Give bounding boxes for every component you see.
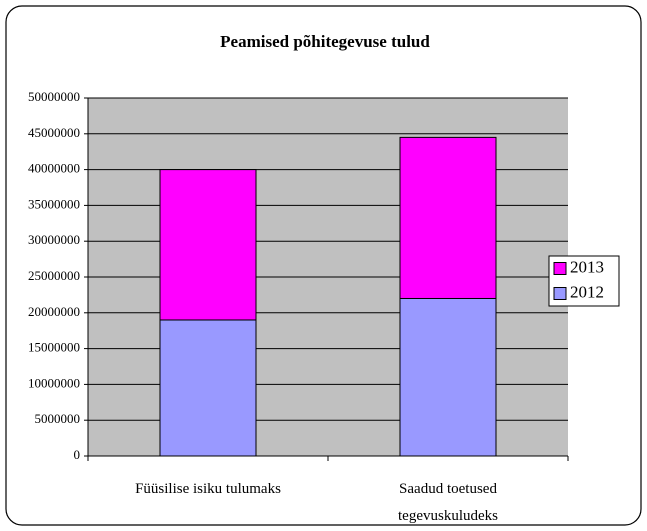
x-tick-label: Füüsilise isiku tulumaks bbox=[135, 481, 281, 497]
y-tick-label: 40000000 bbox=[28, 161, 80, 176]
x-tick-label: Saadud toetused tegevuskuludeks bbox=[398, 481, 498, 524]
bar-segment bbox=[159, 169, 257, 321]
legend-label: 2012 bbox=[570, 282, 604, 301]
bar-segment bbox=[399, 297, 497, 457]
bar-segment bbox=[159, 319, 257, 457]
y-tick-label: 25000000 bbox=[28, 268, 80, 283]
legend-swatch bbox=[553, 262, 567, 275]
y-tick-label: 10000000 bbox=[28, 375, 80, 390]
legend-swatch bbox=[553, 287, 567, 300]
y-tick-label: 45000000 bbox=[28, 125, 80, 140]
y-tick-label: 5000000 bbox=[35, 411, 81, 426]
y-tick-label: 20000000 bbox=[28, 304, 80, 319]
y-tick-label: 15000000 bbox=[28, 340, 80, 355]
chart-title: Peamised põhitegevuse tulud bbox=[220, 32, 430, 51]
y-tick-label: 50000000 bbox=[28, 89, 80, 104]
y-tick-label: 35000000 bbox=[28, 196, 80, 211]
y-tick-label: 0 bbox=[74, 447, 81, 462]
bar-segment bbox=[399, 136, 497, 299]
legend-label: 2013 bbox=[570, 257, 604, 276]
y-tick-label: 30000000 bbox=[28, 232, 80, 247]
